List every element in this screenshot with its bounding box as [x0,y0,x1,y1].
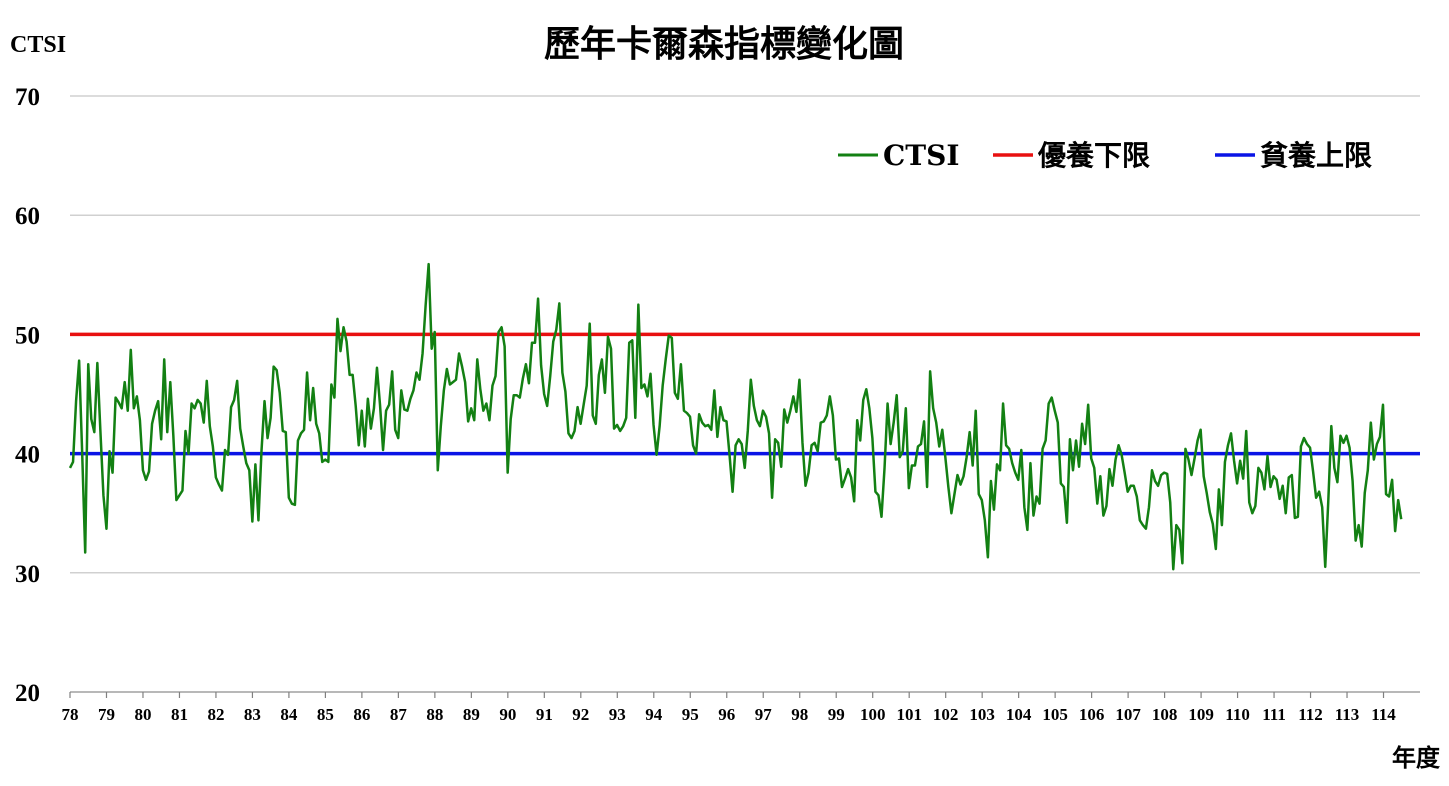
x-tick-label: 107 [1115,705,1141,724]
x-tick-label: 92 [572,705,589,724]
legend: CTSI 優養下限 貧養上限 [838,139,1372,172]
x-tick-label: 86 [353,705,370,724]
x-tick-label: 87 [390,705,408,724]
x-tick-label: 104 [1006,705,1032,724]
series-layer [68,262,1420,571]
ctsi-series-line [68,262,1403,571]
y-tick-label: 70 [15,84,40,111]
y-axis-label: CTSI [10,32,66,58]
x-tick-label: 112 [1298,705,1323,724]
x-tick-label: 101 [896,705,922,724]
y-tick-label: 50 [15,322,40,349]
x-tick-label: 100 [860,705,886,724]
x-tick-label: 91 [536,705,553,724]
legend-label-0: CTSI [883,139,959,172]
x-axis-label: 年度 [1392,743,1441,772]
x-tick-label: 102 [933,705,959,724]
x-tick-label: 88 [426,705,443,724]
x-tick-label: 84 [280,705,298,724]
x-tick-label: 110 [1225,705,1250,724]
y-tick-label: 60 [15,203,40,230]
x-tick-label: 78 [62,705,79,724]
x-tick-label: 97 [755,705,773,724]
x-tick-label: 99 [828,705,845,724]
legend-label-1: 優養下限 [1037,139,1150,172]
y-tick-labels: 20 30 40 50 60 70 [15,84,40,707]
x-tick-label: 114 [1371,705,1396,724]
x-axis: 78 79 80 81 82 83 84 85 86 87 88 89 90 91 92 93 94 95 96 97… [62,691,1420,724]
x-tick-label: 85 [317,705,334,724]
x-tick-label: 98 [791,705,808,724]
x-tick-label: 94 [645,705,663,724]
x-tick-label: 106 [1079,705,1105,724]
y-tick-label: 40 [15,442,40,469]
x-tick-label: 90 [499,705,516,724]
x-tick-label: 103 [969,705,995,724]
x-tick-label: 93 [609,705,626,724]
x-tick-label: 81 [171,705,188,724]
x-tick-label: 105 [1042,705,1068,724]
y-tick-label: 30 [15,561,40,588]
x-tick-label: 109 [1188,705,1214,724]
x-tick-label: 108 [1152,705,1178,724]
x-tick-label: 95 [682,705,699,724]
x-tick-label: 113 [1335,705,1360,724]
x-tick-label: 89 [463,705,480,724]
x-tick-label: 82 [207,705,224,724]
x-tick-label: 83 [244,705,261,724]
chart-title: 歷年卡爾森指標變化圖 [544,23,904,65]
x-tick-label: 96 [718,705,735,724]
legend-label-2: 貧養上限 [1260,139,1372,172]
x-tick-label: 80 [134,705,151,724]
y-tick-label: 20 [15,680,40,707]
x-tick-label: 79 [98,705,115,724]
x-tick-label: 111 [1262,705,1286,724]
